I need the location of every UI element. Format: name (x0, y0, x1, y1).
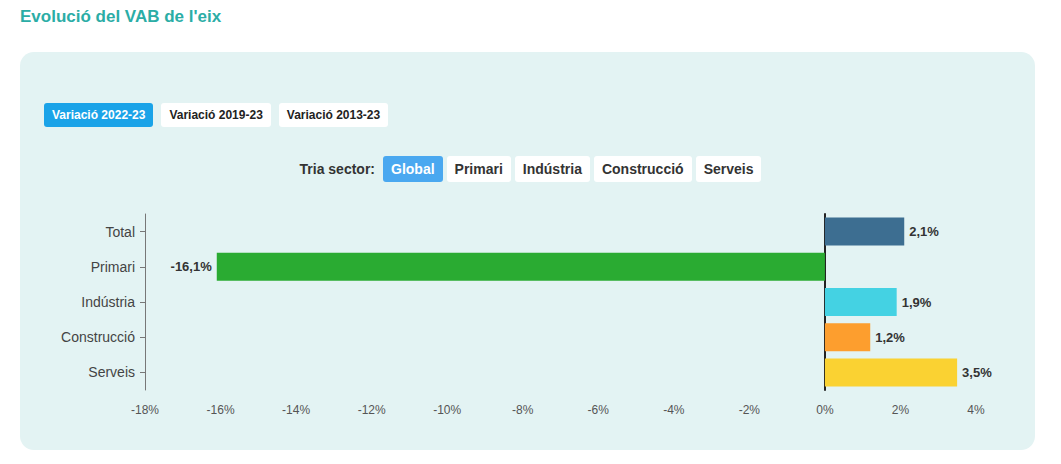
svg-text:0%: 0% (816, 403, 834, 417)
svg-text:-10%: -10% (433, 403, 461, 417)
svg-text:1,2%: 1,2% (875, 330, 905, 345)
svg-text:-6%: -6% (588, 403, 610, 417)
html-text:Primari: Primari (454, 161, 503, 177)
html-text:Global: Global (391, 161, 435, 177)
svg-text:-2%: -2% (739, 403, 761, 417)
svg-text:Primari: Primari (91, 259, 135, 275)
svg-text:-18%: -18% (131, 403, 159, 417)
html-text:Variació 2019-23: Variació 2019-23 (169, 108, 263, 122)
svg-text:2,1%: 2,1% (909, 224, 939, 239)
svg-text:Serveis: Serveis (88, 364, 135, 380)
svg-text:1,9%: 1,9% (902, 295, 932, 310)
html-text:Indústria: Indústria (522, 161, 582, 177)
svg-text:Total: Total (105, 224, 135, 240)
svg-text:-12%: -12% (358, 403, 386, 417)
html-text:Variació 2013-23: Variació 2013-23 (286, 108, 381, 122)
svg-text:3,5%: 3,5% (962, 365, 992, 380)
svg-text:-8%: -8% (512, 403, 534, 417)
html-text:Construcció: Construcció (602, 161, 684, 177)
svg-text:-14%: -14% (282, 403, 310, 417)
html-text:Tria sector:: Tria sector: (299, 161, 375, 177)
html-text:Evolució del VAB de l'eix: Evolució del VAB de l'eix (20, 7, 222, 26)
html-text:Variació 2022-23: Variació 2022-23 (52, 108, 146, 122)
html-text:Serveis: Serveis (703, 161, 754, 177)
svg-text:Indústria: Indústria (81, 294, 135, 310)
svg-text:Construcció: Construcció (61, 329, 135, 345)
svg-text:-4%: -4% (663, 403, 685, 417)
svg-text:-16%: -16% (207, 403, 235, 417)
svg-text:2%: 2% (892, 403, 910, 417)
svg-text:4%: 4% (967, 403, 985, 417)
svg-text:-16,1%: -16,1% (171, 259, 213, 274)
